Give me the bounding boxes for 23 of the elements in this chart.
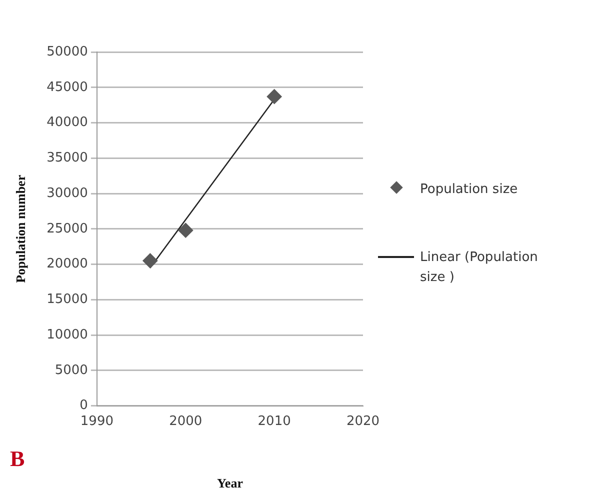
x-tick-label: 2010	[258, 414, 291, 429]
y-tick-label: 10000	[46, 327, 88, 342]
y-tick-label: 15000	[46, 292, 88, 308]
y-tick-label: 40000	[46, 115, 88, 130]
y-axis-title: Population number	[13, 174, 28, 283]
point	[142, 253, 158, 268]
x-tick-label: 2020	[346, 414, 380, 429]
y-tick-label: 0	[80, 398, 88, 414]
x-tick-label: 2000	[169, 414, 202, 429]
x-tick-label: 1990	[80, 414, 114, 429]
legend-label: Population size	[420, 181, 518, 199]
x-axis-title: Year	[216, 476, 244, 491]
y-tick-label: 25000	[46, 221, 88, 236]
y-tick-label: 30000	[46, 186, 88, 201]
legend-label: Linear (Population size )	[420, 249, 539, 287]
y-tick-label: 50000	[46, 44, 88, 60]
point	[266, 89, 282, 104]
point	[178, 222, 194, 238]
y-tick-label: 45000	[46, 80, 88, 95]
y-tick-label: 35000	[46, 150, 88, 166]
y-tick-label: 5000	[54, 362, 88, 378]
text: B	[10, 446, 25, 472]
y-tick-label: 20000	[46, 256, 88, 272]
